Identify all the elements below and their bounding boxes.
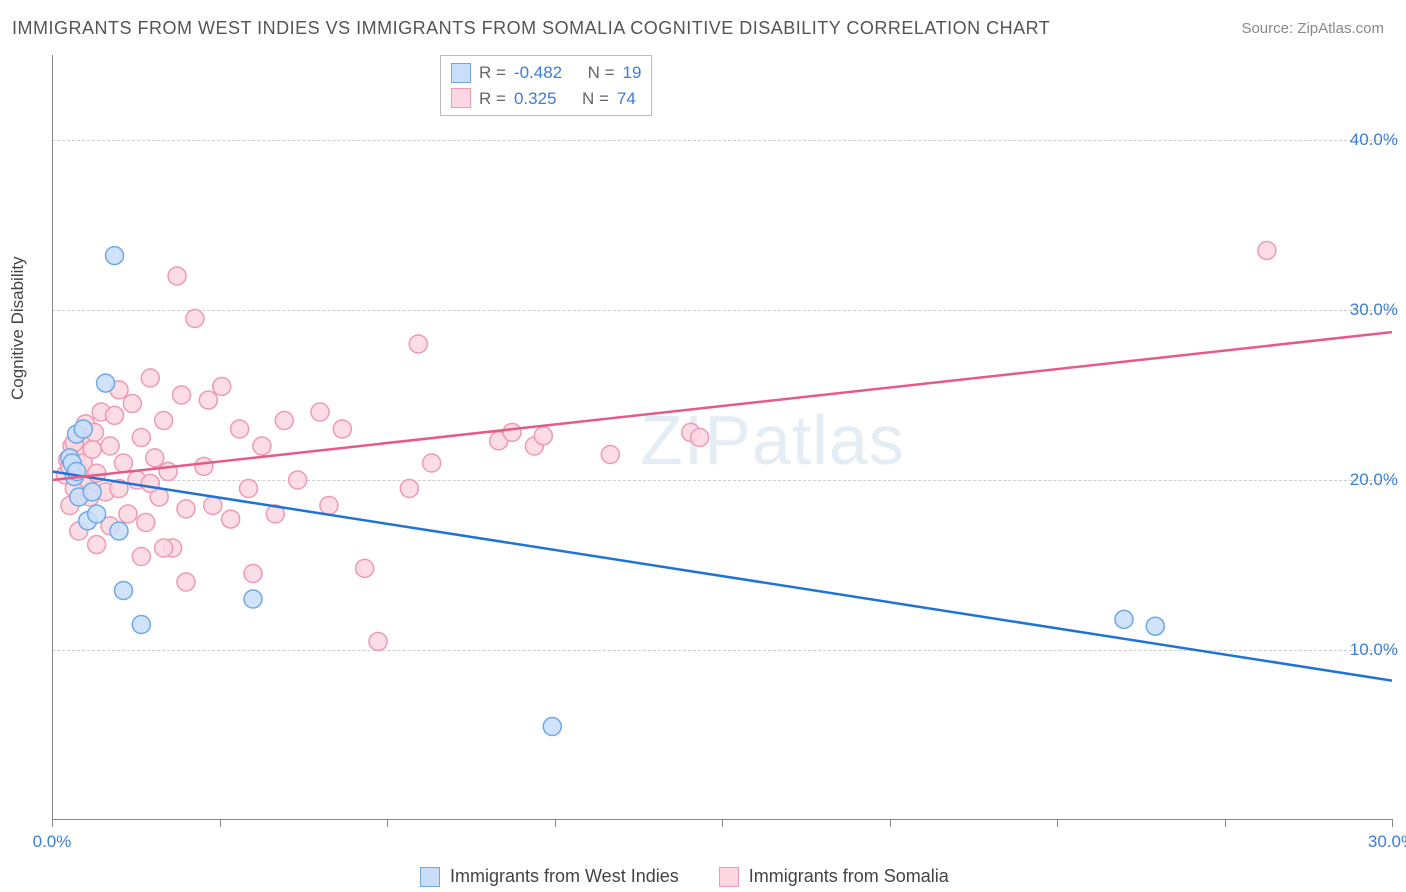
legend-stats-row-1: R = -0.482 N = 19 [451,60,641,86]
chart-title: IMMIGRANTS FROM WEST INDIES VS IMMIGRANT… [12,18,1050,39]
r-value-1: -0.482 [514,60,562,86]
legend-stats: R = -0.482 N = 19 R = 0.325 N = 74 [440,55,652,116]
legend-swatch-2 [451,88,471,108]
n-label-2: N = [582,86,609,112]
legend-swatch-1 [451,63,471,83]
n-label-1: N = [588,60,615,86]
chart-area [52,55,1392,820]
n-value-2: 74 [617,86,636,112]
legend-item-1: Immigrants from West Indies [420,866,679,887]
legend-stats-row-2: R = 0.325 N = 74 [451,86,641,112]
plot-border [52,55,1392,820]
r-label-2: R = [479,86,506,112]
y-tick-label: 30.0% [1350,300,1398,320]
n-value-1: 19 [623,60,642,86]
r-label-1: R = [479,60,506,86]
x-tick-label: 0.0% [33,832,72,852]
source-attribution: Source: ZipAtlas.com [1241,20,1384,37]
y-tick-label: 10.0% [1350,640,1398,660]
x-tick-label: 30.0% [1368,832,1406,852]
legend-bottom: Immigrants from West Indies Immigrants f… [420,866,949,887]
y-tick-label: 20.0% [1350,470,1398,490]
legend-swatch-bottom-1 [420,867,440,887]
y-tick-label: 40.0% [1350,130,1398,150]
legend-swatch-bottom-2 [719,867,739,887]
y-axis-label: Cognitive Disability [8,256,28,400]
legend-label-1: Immigrants from West Indies [450,866,679,887]
legend-item-2: Immigrants from Somalia [719,866,949,887]
legend-label-2: Immigrants from Somalia [749,866,949,887]
r-value-2: 0.325 [514,86,557,112]
